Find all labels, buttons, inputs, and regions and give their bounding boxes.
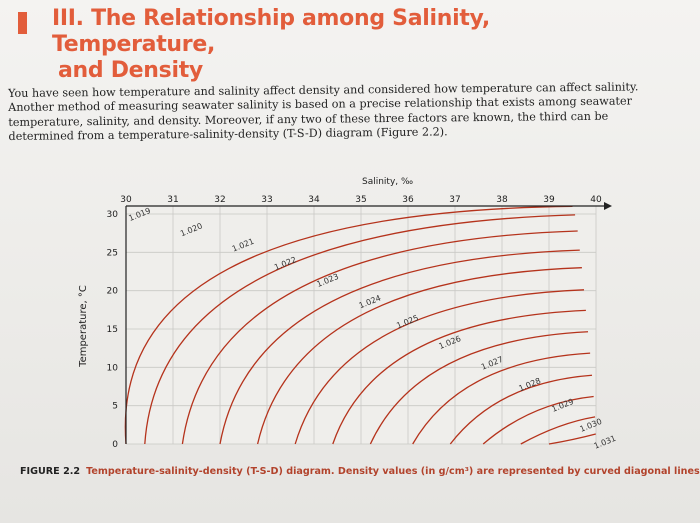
y-tick-label: 25	[107, 248, 118, 258]
x-tick-label: 38	[496, 195, 508, 205]
density-curve	[548, 433, 596, 445]
figure-caption: FIGURE 2.2 Temperature-salinity-density (…	[20, 466, 700, 477]
y-tick-label: 10	[107, 363, 119, 373]
y-tick-label: 5	[112, 402, 118, 412]
y-tick-label: 20	[107, 287, 119, 297]
density-curve	[482, 395, 594, 445]
density-curve	[256, 267, 582, 445]
density-curve	[144, 214, 576, 445]
density-curve	[520, 416, 596, 445]
density-curve	[124, 205, 573, 445]
y-axis-title: Temperature, °C	[78, 285, 89, 368]
x-tick-label: 40	[590, 195, 602, 205]
section-title-line-2: and Density	[58, 58, 203, 83]
figure-caption-text: Temperature-salinity-density (T-S-D) dia…	[86, 466, 700, 477]
x-tick-label: 36	[402, 195, 414, 205]
section-title-line-1: III. The Relationship among Salinity, Te…	[52, 6, 490, 57]
y-tick-label: 0	[112, 440, 118, 450]
tsd-diagram: 30 31 32 33 34 35 36 37 38 39 40 30 25 20 15 10 5 0 1.019…	[0, 166, 700, 466]
density-curve	[219, 249, 580, 445]
x-tick-label: 34	[308, 195, 320, 205]
x-tick-label: 30	[120, 195, 132, 205]
x-tick-label: 33	[261, 195, 272, 205]
section-heading: III. The Relationship among Salinity, Te…	[18, 6, 658, 84]
x-tick-label: 31	[167, 195, 178, 205]
heading-accent-bar	[18, 12, 27, 34]
x-axis-arrow-icon	[604, 202, 612, 210]
x-tick-label: 37	[449, 195, 460, 205]
density-curve	[332, 309, 586, 445]
y-tick-label: 30	[107, 210, 119, 220]
x-tick-label: 39	[543, 195, 555, 205]
density-curve	[449, 374, 593, 445]
x-tick-label: 35	[355, 195, 366, 205]
x-tick-label: 32	[214, 195, 225, 205]
density-curve	[294, 289, 585, 445]
intro-paragraph: You have seen how temperature and salini…	[8, 80, 639, 144]
y-tick-label: 15	[107, 325, 118, 335]
x-axis-title: Salinity, ‰	[362, 177, 413, 187]
density-curve	[412, 352, 591, 445]
figure-label: FIGURE 2.2	[20, 466, 81, 477]
density-curve	[181, 230, 578, 445]
density-curve	[369, 331, 589, 445]
